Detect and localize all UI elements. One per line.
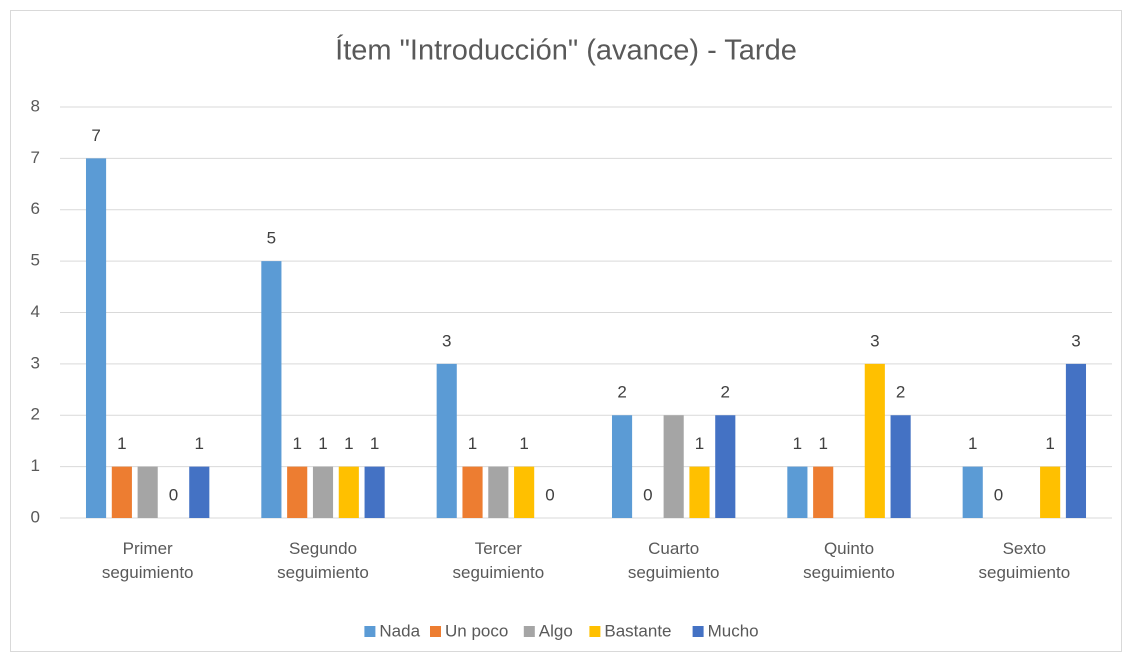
data-label: 1 <box>292 434 301 453</box>
bar <box>611 415 633 518</box>
x-tick-label-line: seguimiento <box>452 563 544 582</box>
bar <box>787 466 808 518</box>
x-tick-label: Primer seguimiento <box>102 539 194 582</box>
data-label: 1 <box>793 434 802 453</box>
bar <box>962 466 983 518</box>
x-tick-label-line: Quinto <box>824 539 874 558</box>
y-tick-label: 2 <box>31 405 40 424</box>
data-label: 3 <box>1071 331 1080 350</box>
bar <box>813 466 834 518</box>
x-tick-label-line: seguimiento <box>803 563 895 582</box>
data-label: 1 <box>195 434 204 453</box>
x-tick-label-line: Segundo <box>289 539 357 558</box>
legend-label: Un poco <box>445 621 508 640</box>
y-tick-label: 5 <box>31 251 40 270</box>
data-label: 2 <box>617 383 626 402</box>
x-tick-label: Quinto seguimiento <box>803 539 895 582</box>
bar <box>462 466 483 518</box>
bar <box>338 466 359 518</box>
data-label: 0 <box>994 485 1003 504</box>
y-tick-label: 7 <box>31 148 40 167</box>
bar <box>261 261 282 518</box>
bar <box>890 415 911 518</box>
x-tick-label-line: Primer <box>123 539 173 558</box>
data-label: 1 <box>695 434 704 453</box>
data-label: 5 <box>267 229 276 248</box>
x-tick-label: Tercer seguimiento <box>452 539 544 582</box>
data-label: 1 <box>1045 434 1054 453</box>
data-label: 1 <box>370 434 379 453</box>
data-label: 1 <box>318 434 327 453</box>
x-tick-label-line: seguimiento <box>628 563 720 582</box>
data-label: 0 <box>545 485 554 504</box>
x-tick-label: Segundo seguimiento <box>277 539 369 582</box>
bar <box>85 158 107 518</box>
x-tick-label-line: Tercer <box>475 539 523 558</box>
bar <box>436 363 457 518</box>
y-tick-label: 3 <box>31 353 40 372</box>
data-label: 7 <box>91 126 100 145</box>
data-label: 0 <box>169 485 178 504</box>
x-tick-label-line: seguimiento <box>277 563 369 582</box>
bar <box>864 363 885 518</box>
data-label: 1 <box>344 434 353 453</box>
data-label: 2 <box>721 383 730 402</box>
data-label: 1 <box>818 434 827 453</box>
y-tick-label: 0 <box>31 507 40 526</box>
bar <box>137 466 158 518</box>
bar <box>488 466 509 518</box>
bar <box>312 466 334 518</box>
y-tick-label: 1 <box>31 456 40 475</box>
legend-swatch <box>364 626 376 637</box>
data-label: 1 <box>117 434 126 453</box>
x-tick-label-line: seguimiento <box>102 563 194 582</box>
legend-label: Mucho <box>708 621 759 640</box>
data-label: 1 <box>968 434 977 453</box>
chart-border <box>10 10 1122 652</box>
x-tick-label-line: Cuarto <box>648 539 699 558</box>
data-label: 3 <box>870 331 879 350</box>
x-tick-label-line: seguimiento <box>978 563 1070 582</box>
x-tick-label: Sexto seguimiento <box>978 539 1070 582</box>
y-tick-label: 6 <box>31 199 40 218</box>
y-tick-label: 4 <box>31 302 40 321</box>
legend-swatch <box>430 626 441 637</box>
data-label: 1 <box>519 434 528 453</box>
data-label: 1 <box>468 434 477 453</box>
bar <box>1065 363 1087 518</box>
bar <box>715 415 736 518</box>
bar <box>663 415 684 518</box>
x-tick-label-line: Sexto <box>1003 539 1046 558</box>
bar <box>689 466 710 518</box>
data-label: 2 <box>896 383 905 402</box>
chart-title: Ítem "Introducción" (avance) - Tarde <box>335 34 797 67</box>
legend-label: Nada <box>379 621 420 640</box>
bar <box>189 466 210 518</box>
data-label: 3 <box>442 331 451 350</box>
x-tick-label: Cuarto seguimiento <box>628 539 720 582</box>
bar <box>1040 466 1061 518</box>
legend-swatch <box>692 626 704 637</box>
legend-label: Algo <box>539 621 573 640</box>
legend-swatch <box>523 626 535 637</box>
data-label: 0 <box>643 485 652 504</box>
legend-swatch <box>589 626 601 637</box>
bar <box>514 466 535 518</box>
bar <box>287 466 308 518</box>
bar <box>111 466 132 518</box>
legend-label: Bastante <box>604 621 671 640</box>
bar <box>364 466 385 518</box>
y-tick-label: 8 <box>31 96 40 115</box>
